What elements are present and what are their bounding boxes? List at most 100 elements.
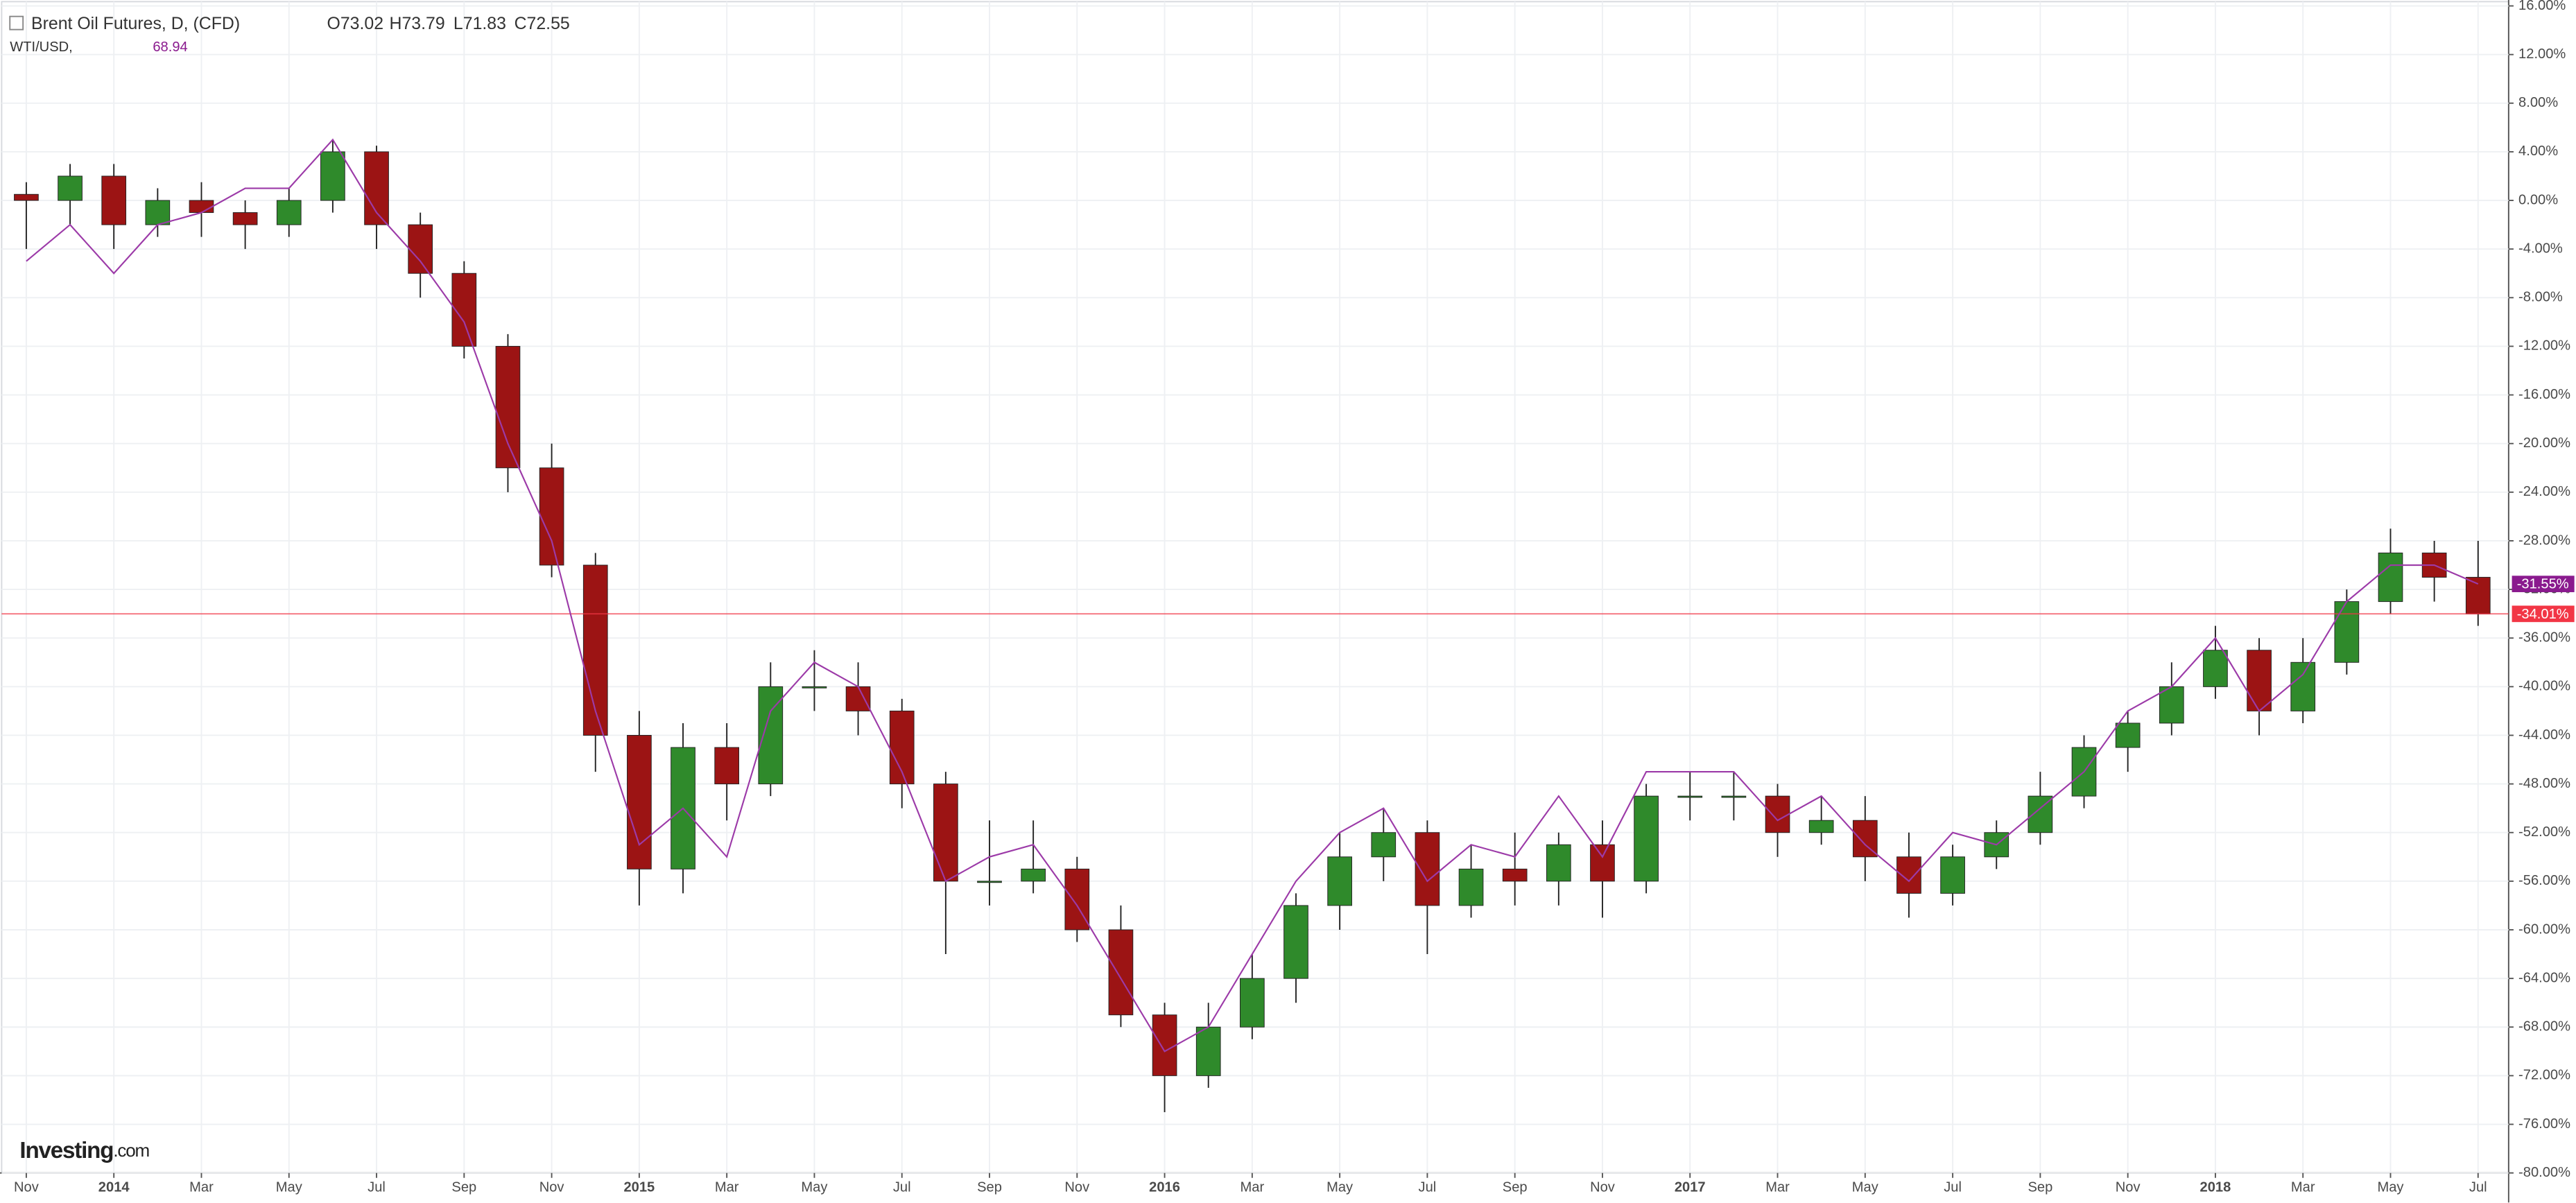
x-tick-label: Sep bbox=[451, 1179, 476, 1195]
x-tick-label: Mar bbox=[715, 1179, 739, 1195]
series-badge bbox=[2512, 575, 2575, 593]
series-badge-label: -31.55% bbox=[2517, 577, 2569, 592]
candle-body bbox=[1195, 1026, 1221, 1076]
y-tick-label: -36.00% bbox=[2518, 630, 2570, 646]
watermark-suffix: .com bbox=[113, 1140, 149, 1161]
candle-body bbox=[1240, 978, 1265, 1028]
x-tick-label: Nov bbox=[2116, 1179, 2141, 1195]
chart-title: Brent Oil Futures, D, (CFD) bbox=[31, 14, 240, 33]
y-tick-label: -20.00% bbox=[2518, 435, 2570, 451]
candle-body bbox=[2115, 722, 2141, 748]
candle-body bbox=[1371, 832, 1397, 858]
labels: 16.00% 12.00% 8.00% 4.00% 0.00% -4.00% -8.00% -… bbox=[14, 0, 2575, 1195]
y-tick-label: -80.00% bbox=[2518, 1165, 2570, 1180]
watermark-main: Investing bbox=[19, 1138, 113, 1163]
candle-body bbox=[145, 200, 171, 225]
y-tick-label: -76.00% bbox=[2518, 1116, 2570, 1132]
ohlc-low: L71.83 bbox=[453, 14, 506, 33]
price-badge bbox=[2512, 605, 2575, 623]
x-tick-label: Mar bbox=[1765, 1179, 1790, 1195]
x-tick-label: 2017 bbox=[1675, 1179, 1706, 1195]
candle-body bbox=[1984, 832, 2009, 858]
candle-body bbox=[14, 193, 39, 201]
y-tick-label: -64.00% bbox=[2518, 970, 2570, 985]
candle-body bbox=[1502, 868, 1528, 882]
candle-body bbox=[189, 200, 214, 214]
x-tick-label: Jul bbox=[893, 1179, 911, 1195]
x-tick-label: Nov bbox=[1590, 1179, 1615, 1195]
x-tick-label: Sep bbox=[2028, 1179, 2052, 1195]
y-tick-label: 8.00% bbox=[2518, 95, 2558, 110]
candle-body bbox=[977, 881, 1002, 883]
series-last: 68.94 bbox=[153, 40, 187, 55]
candle-body bbox=[1721, 795, 1747, 798]
x-tick-label: Jul bbox=[2469, 1179, 2487, 1195]
y-tick-label: -12.00% bbox=[2518, 338, 2570, 354]
collapse-icon[interactable] bbox=[9, 15, 24, 31]
ohlc-close: C72.55 bbox=[515, 14, 570, 33]
candle-body bbox=[1634, 795, 1659, 882]
candle-body bbox=[276, 200, 302, 225]
y-tick-label: -52.00% bbox=[2518, 824, 2570, 840]
candle-body bbox=[1152, 1014, 1177, 1076]
candle-body bbox=[933, 784, 958, 882]
candle-body bbox=[2290, 661, 2316, 711]
candle-body bbox=[1546, 844, 1571, 882]
candle-body bbox=[495, 345, 521, 469]
x-tick-label: May bbox=[1326, 1179, 1354, 1195]
candle-body bbox=[2334, 601, 2360, 663]
candle-body bbox=[1677, 795, 1703, 798]
candle-body bbox=[1415, 832, 1440, 906]
ohlc-high: H73.79 bbox=[390, 14, 445, 33]
x-tick-label: Jul bbox=[1419, 1179, 1437, 1195]
candle-body bbox=[2465, 577, 2491, 614]
y-tick-label: 16.00% bbox=[2518, 0, 2566, 13]
x-tick-label: May bbox=[1852, 1179, 1879, 1195]
candle-body bbox=[2203, 650, 2228, 687]
candle-body bbox=[2247, 650, 2272, 711]
candle-body bbox=[582, 564, 608, 736]
y-tick-label: -48.00% bbox=[2518, 776, 2570, 791]
x-tick-label: 2014 bbox=[98, 1179, 130, 1195]
candle-body bbox=[539, 467, 564, 566]
candle-body bbox=[232, 212, 258, 225]
y-tick-label: -56.00% bbox=[2518, 873, 2570, 888]
marks bbox=[1, 138, 2509, 1112]
price-badge-label: -34.01% bbox=[2517, 607, 2569, 622]
candle-body bbox=[1808, 820, 1834, 833]
x-tick-label: May bbox=[2377, 1179, 2404, 1195]
y-tick-label: 4.00% bbox=[2518, 144, 2558, 159]
candle-body bbox=[1765, 795, 1790, 833]
y-tick-label: -40.00% bbox=[2518, 679, 2570, 694]
candle-body bbox=[2159, 686, 2184, 724]
x-tick-label: Sep bbox=[1503, 1179, 1528, 1195]
candle-body bbox=[627, 735, 652, 869]
candle-body bbox=[320, 151, 345, 201]
candle-body bbox=[1021, 868, 1046, 882]
x-tick-label: 2018 bbox=[2200, 1179, 2231, 1195]
y-tick-label: 0.00% bbox=[2518, 192, 2558, 207]
x-tick-label: Mar bbox=[1241, 1179, 1265, 1195]
x-tick-label: Jul bbox=[1944, 1179, 1962, 1195]
y-tick-label: -8.00% bbox=[2518, 290, 2563, 305]
candle-body bbox=[1327, 856, 1352, 906]
candle-body bbox=[802, 686, 827, 689]
x-tick-label: 2015 bbox=[623, 1179, 655, 1195]
ohlc-open: O73.02 bbox=[327, 14, 383, 33]
x-tick-label: Nov bbox=[1064, 1179, 1089, 1195]
x-tick-label: May bbox=[276, 1179, 303, 1195]
x-tick-label: May bbox=[801, 1179, 828, 1195]
x-tick-label: Jul bbox=[368, 1179, 386, 1195]
x-tick-label: Mar bbox=[2291, 1179, 2315, 1195]
candle-body bbox=[1283, 905, 1308, 979]
series-line bbox=[26, 138, 2479, 1053]
x-tick-label: 2016 bbox=[1149, 1179, 1180, 1195]
y-tick-label: -16.00% bbox=[2518, 387, 2570, 402]
y-tick-label: -4.00% bbox=[2518, 241, 2563, 256]
x-tick-label: Mar bbox=[189, 1179, 214, 1195]
y-tick-label: 12.00% bbox=[2518, 46, 2566, 62]
y-tick-label: -44.00% bbox=[2518, 727, 2570, 743]
watermark: Investing.com bbox=[19, 1138, 149, 1163]
